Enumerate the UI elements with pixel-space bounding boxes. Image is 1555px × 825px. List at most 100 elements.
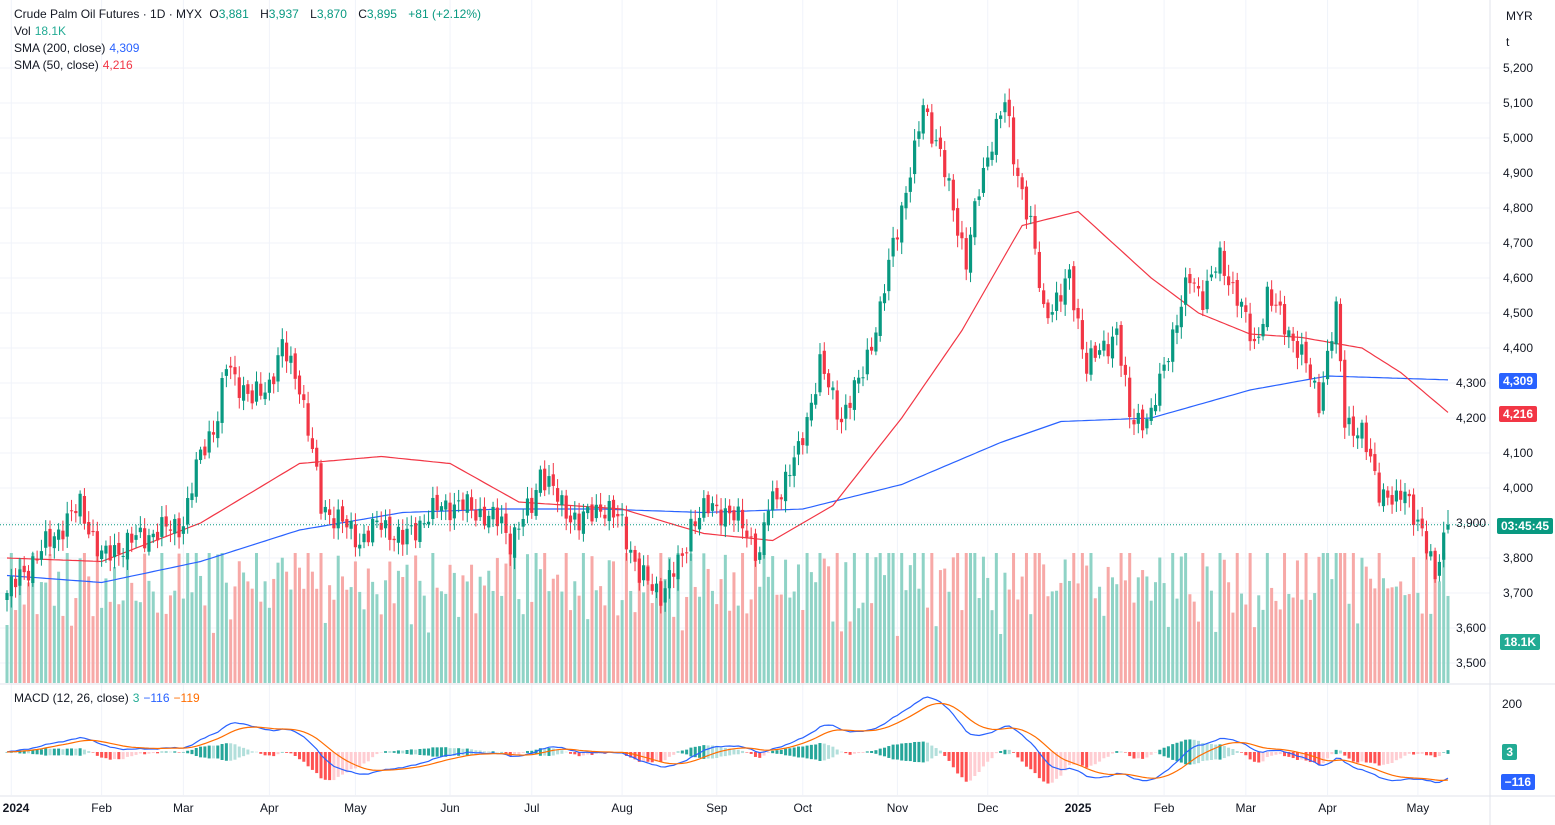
volume-bar	[39, 582, 43, 683]
volume-legend[interactable]: Vol 18.1K	[14, 24, 70, 38]
candle-body	[1239, 301, 1244, 307]
volume-bar	[108, 601, 112, 683]
macd-histogram-bar	[762, 752, 766, 756]
macd-histogram-bar	[1184, 739, 1188, 765]
macd-histogram-bar	[491, 751, 495, 753]
volume-bar	[878, 553, 882, 683]
candle-body	[121, 555, 125, 557]
macd-histogram-bar	[870, 751, 874, 753]
candle-body	[624, 516, 629, 550]
macd-histogram-bar	[801, 746, 805, 758]
macd-histogram-bar	[1055, 752, 1059, 779]
candle-body	[900, 205, 904, 243]
candle-body	[882, 293, 887, 304]
macd-histogram-bar	[418, 748, 422, 756]
volume-bar	[1274, 600, 1278, 683]
candle-body	[362, 533, 366, 543]
volume-bar	[78, 558, 82, 683]
macd-histogram-bar	[521, 752, 525, 753]
candle-body	[1399, 490, 1403, 500]
volume-bar	[457, 616, 461, 683]
macd-histogram-bar	[82, 749, 86, 755]
volume-bar	[852, 553, 856, 683]
macd-histogram-bar	[1141, 752, 1145, 759]
candle-body	[198, 449, 203, 461]
macd-histogram-bar	[181, 751, 185, 753]
candle-body	[779, 497, 783, 500]
time-tick-label: May	[1407, 801, 1430, 815]
candle-body	[173, 518, 177, 534]
candle-body	[1356, 435, 1360, 439]
volume-bar	[491, 590, 495, 683]
symbol-legend[interactable]: Crude Palm Oil Futures · 1D · MYX O3,881…	[14, 7, 485, 21]
candle-body	[629, 549, 633, 553]
volume-bar	[831, 621, 835, 683]
candle-body	[1291, 333, 1295, 341]
macd-histogram-bar	[1407, 752, 1411, 754]
candle-body	[1338, 303, 1343, 362]
volume-bar	[1046, 596, 1050, 683]
volume-bar	[762, 553, 766, 683]
volume-bar	[57, 571, 61, 683]
volume-bar	[52, 605, 56, 683]
candle-body	[1343, 359, 1347, 428]
candle-body	[276, 355, 280, 382]
currency-label[interactable]: MYR	[1506, 9, 1533, 23]
macd-histogram-bar	[349, 752, 353, 770]
macd-histogram-bar	[246, 749, 250, 755]
macd-histogram-bar	[1098, 752, 1102, 762]
macd-histogram-bar	[207, 745, 211, 759]
price-tick-label: 4,000	[1503, 481, 1533, 495]
sma200-legend[interactable]: SMA (200, close) 4,309	[14, 41, 143, 55]
candle-body	[517, 528, 521, 530]
candle-body	[818, 354, 822, 393]
volume-bar	[177, 553, 181, 683]
candle-body	[977, 196, 981, 200]
volume-bar	[422, 595, 426, 683]
candle-body	[160, 517, 164, 537]
volume-bar	[211, 632, 215, 683]
macd-histogram-bar	[878, 748, 882, 756]
macd-histogram-bar	[1128, 752, 1132, 757]
volume-bar	[1089, 553, 1093, 683]
candle-body	[426, 521, 431, 525]
sma50-legend[interactable]: SMA (50, close) 4,216	[14, 58, 137, 72]
candle-body	[1201, 291, 1205, 311]
volume-bar	[18, 559, 22, 683]
volume-bar	[224, 582, 228, 683]
price-tick-label: 3,600	[1456, 621, 1486, 635]
candle-body	[904, 192, 908, 209]
volume-bar	[758, 586, 762, 683]
candle-body	[52, 536, 56, 549]
candle-body	[1257, 336, 1261, 338]
macd-histogram-bar	[573, 752, 577, 755]
volume-bar	[1123, 580, 1127, 683]
candle-body	[951, 179, 955, 211]
candle-body	[1085, 352, 1089, 374]
macd-histogram-bar	[577, 752, 581, 757]
volume-bar	[1110, 577, 1114, 683]
volume-bar	[603, 605, 607, 683]
candle-body	[964, 238, 968, 270]
candle-body	[39, 551, 44, 560]
candle-body	[689, 518, 693, 552]
volume-bar	[551, 578, 555, 683]
macd-histogram-bar	[27, 750, 31, 754]
volume-bar	[1184, 553, 1188, 683]
macd-histogram-bar	[190, 749, 194, 755]
candle-body	[1140, 409, 1145, 431]
unit-label[interactable]: t	[1506, 35, 1510, 49]
change-value: +81 (+2.12%)	[408, 7, 481, 21]
macd-histogram-bar	[452, 748, 456, 756]
candle-body	[263, 392, 267, 400]
macd-histogram-bar	[779, 749, 783, 755]
macd-legend[interactable]: MACD (12, 26, close) 3 −116 −119	[14, 691, 204, 705]
volume-bar	[1055, 590, 1059, 683]
volume-bar	[930, 553, 934, 683]
volume-bar	[470, 564, 474, 683]
macd-histogram-bar	[289, 752, 293, 754]
candle-body	[637, 558, 641, 583]
vol-label: Vol	[14, 24, 31, 38]
candle-body	[521, 518, 525, 527]
